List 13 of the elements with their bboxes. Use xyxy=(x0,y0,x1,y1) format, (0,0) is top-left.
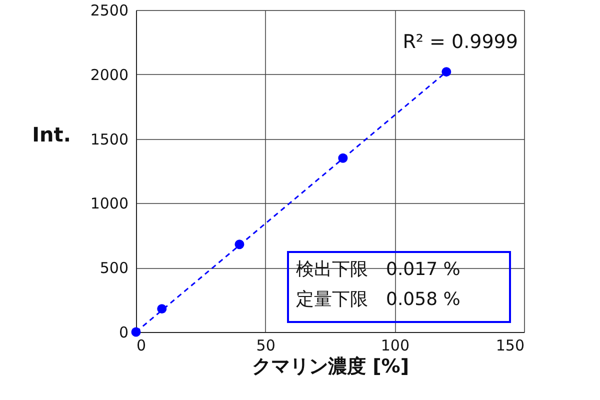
y-tick-label: 0 xyxy=(118,324,128,342)
annotation: R² = 0.9999 xyxy=(402,31,518,53)
y-tick-label: 2000 xyxy=(90,66,128,84)
y-tick-label: 1500 xyxy=(90,130,128,148)
x-tick-label: 100 xyxy=(380,336,410,354)
x-tick-label: 0 xyxy=(136,336,146,354)
y-axis-title: Int. xyxy=(32,122,71,147)
x-tick-label: 150 xyxy=(496,336,524,354)
y-tick-label: 1000 xyxy=(90,194,128,213)
y-tick-label: 500 xyxy=(100,259,128,278)
y-tick-label: 2500 xyxy=(90,2,128,20)
x-axis-title: クマリン濃度 [%] xyxy=(252,356,410,378)
x-tick-label: 50 xyxy=(256,336,276,354)
